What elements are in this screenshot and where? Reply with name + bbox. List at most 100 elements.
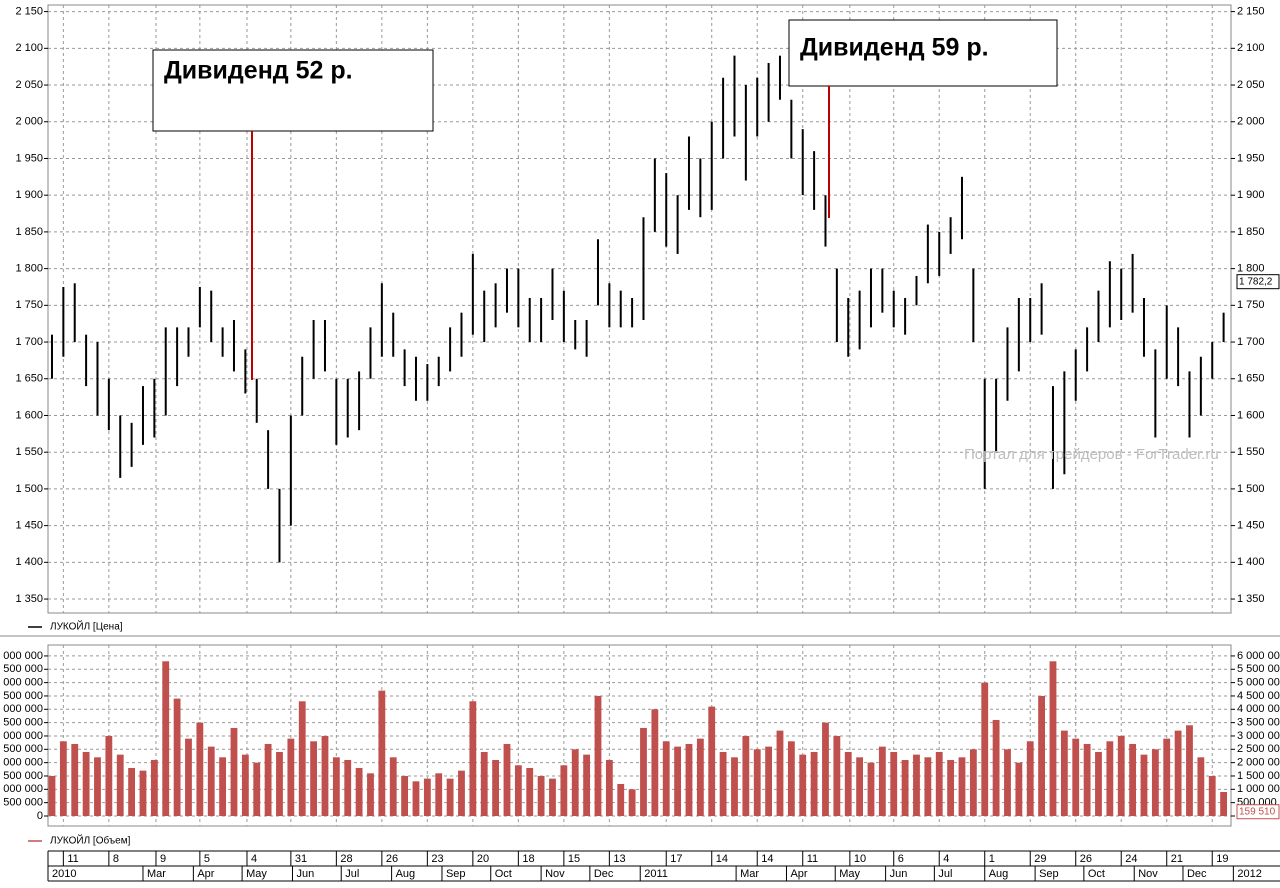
volume-bar <box>59 741 67 816</box>
x-tick-label: 17 <box>670 853 682 865</box>
volume-bar <box>264 743 272 816</box>
watermark: Портал для трейдеров - ForTrader.ru <box>964 446 1219 463</box>
volume-bar <box>651 709 659 816</box>
y-tick-label: 4 500 000 <box>0 690 43 702</box>
volume-bar <box>731 757 738 816</box>
volume-bar <box>1106 741 1114 816</box>
x-tick-label: 8 <box>113 853 119 865</box>
y-tick-label: 6 000 000 <box>1237 650 1280 662</box>
volume-bar <box>94 757 101 816</box>
x-month-label: Jun <box>296 868 314 880</box>
volume-bar <box>992 719 1000 816</box>
y-tick-label: 5 500 000 <box>0 663 43 675</box>
y-tick-label: 1 550 <box>1237 446 1265 458</box>
volume-bar <box>196 722 204 816</box>
volume-bar <box>1208 775 1216 816</box>
x-month-label: May <box>246 868 267 880</box>
x-month-label: 2010 <box>52 868 76 880</box>
x-tick-label: 31 <box>295 853 307 865</box>
y-tick-label: 3 000 000 <box>0 730 43 742</box>
volume-bar <box>1060 730 1068 816</box>
x-month-label: Apr <box>790 868 807 880</box>
y-tick-label: 1 350 <box>1237 593 1265 605</box>
x-tick-label: 9 <box>160 853 166 865</box>
volume-bar <box>913 754 920 816</box>
x-tick-label: 26 <box>386 853 398 865</box>
x-month-label: Jul <box>938 868 952 880</box>
x-tick-label: 26 <box>1080 853 1092 865</box>
x-month-label: 2011 <box>644 868 668 880</box>
volume-bar <box>640 727 647 816</box>
volume-bar <box>514 765 522 816</box>
x-month-label: Nov <box>545 868 565 880</box>
last-value-label: 159 510 <box>1239 806 1276 817</box>
y-tick-label: 5 000 000 <box>0 677 43 689</box>
volume-bar <box>389 757 397 816</box>
x-tick-label: 11 <box>807 853 818 865</box>
volume-bar <box>537 775 545 816</box>
volume-bar <box>1049 661 1057 816</box>
volume-bar <box>1117 735 1125 816</box>
x-month-label: Jun <box>890 868 908 880</box>
y-tick-label: 1 900 <box>15 189 43 201</box>
x-tick-label: 4 <box>943 853 949 865</box>
volume-bar <box>287 738 295 816</box>
volume-bar <box>776 730 784 816</box>
y-tick-label: 0 <box>37 810 43 822</box>
x-month-label: Sep <box>1039 868 1059 880</box>
x-month-label: Mar <box>147 868 166 880</box>
last-value-box <box>1236 804 1280 820</box>
volume-bar <box>412 781 420 816</box>
volume-bar <box>549 778 556 816</box>
volume-bar <box>958 757 966 816</box>
y-tick-label: 2 100 <box>1237 42 1265 54</box>
x-tick-label: 24 <box>1125 853 1137 865</box>
y-tick-label: 1 650 <box>1237 373 1265 385</box>
volume-bar <box>446 778 454 816</box>
x-tick-label: 14 <box>761 853 773 865</box>
volume-bar <box>48 775 56 816</box>
volume-bar <box>253 762 261 816</box>
volume-bar <box>105 735 113 816</box>
volume-bar <box>1083 743 1091 816</box>
volume-bar <box>1140 754 1148 816</box>
y-tick-label: 1 850 <box>15 226 43 238</box>
volume-bar <box>219 757 227 816</box>
x-tick-label: 5 <box>204 853 210 865</box>
y-tick-label: 3 500 000 <box>1237 717 1280 729</box>
y-tick-label: 2 150 <box>1237 6 1265 18</box>
x-month-label: May <box>839 868 860 880</box>
volume-bar <box>82 751 90 816</box>
annotation-box <box>152 49 434 132</box>
x-tick-label: 23 <box>431 853 443 865</box>
y-tick-label: 1 950 <box>1237 152 1265 164</box>
volume-bar <box>878 746 886 816</box>
y-tick-label: 1 000 000 <box>1237 783 1280 795</box>
y-tick-label: 2 100 <box>15 42 43 54</box>
x-month-label: Dec <box>594 868 614 880</box>
y-tick-label: 1 000 000 <box>0 783 43 795</box>
volume-bar <box>150 759 158 816</box>
volume-bar <box>890 751 898 816</box>
volume-bar <box>1163 738 1171 816</box>
x-month-label: Aug <box>396 868 416 880</box>
volume-bar <box>787 741 795 816</box>
volume-bar <box>241 754 249 816</box>
volume-bar <box>935 751 943 816</box>
x-tick-label: 13 <box>613 853 625 865</box>
volume-bar <box>981 682 989 816</box>
volume-bar <box>1197 757 1205 816</box>
y-tick-label: 1 950 <box>15 152 43 164</box>
y-tick-label: 1 800 <box>1237 263 1265 275</box>
volume-bar <box>321 735 329 816</box>
volume-bar <box>355 767 363 816</box>
x-tick-label: 28 <box>340 853 352 865</box>
volume-bar <box>139 770 147 816</box>
volume-bar <box>435 773 443 816</box>
y-tick-label: 3 500 000 <box>0 717 43 729</box>
annotation-box <box>788 19 1058 87</box>
y-tick-label: 1 350 <box>15 593 43 605</box>
volume-bar <box>492 759 500 816</box>
volume-bar <box>685 743 693 816</box>
